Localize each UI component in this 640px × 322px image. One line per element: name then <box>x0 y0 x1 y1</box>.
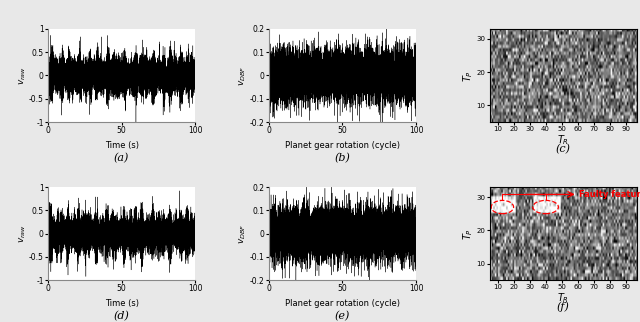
Text: (b): (b) <box>335 153 350 163</box>
X-axis label: $T_R$: $T_R$ <box>557 134 569 147</box>
Text: (a): (a) <box>114 153 129 163</box>
Y-axis label: $T_P$: $T_P$ <box>461 228 475 240</box>
X-axis label: Planet gear rotation (cycle): Planet gear rotation (cycle) <box>285 299 400 308</box>
Text: (f): (f) <box>557 301 570 312</box>
X-axis label: Planet gear rotation (cycle): Planet gear rotation (cycle) <box>285 141 400 150</box>
Y-axis label: $v_{raw}$: $v_{raw}$ <box>17 224 28 243</box>
X-axis label: $T_R$: $T_R$ <box>557 292 569 306</box>
Y-axis label: $T_P$: $T_P$ <box>461 70 475 81</box>
Text: (e): (e) <box>335 311 350 321</box>
Y-axis label: $v_{raw}$: $v_{raw}$ <box>17 66 28 85</box>
X-axis label: Time (s): Time (s) <box>104 299 139 308</box>
X-axis label: Time (s): Time (s) <box>104 141 139 150</box>
Y-axis label: $v_{DBF}$: $v_{DBF}$ <box>238 223 248 244</box>
Text: Faulty feature: Faulty feature <box>579 190 640 199</box>
Text: (c): (c) <box>556 144 571 154</box>
Y-axis label: $v_{DBF}$: $v_{DBF}$ <box>238 65 248 86</box>
Text: (d): (d) <box>114 311 129 321</box>
